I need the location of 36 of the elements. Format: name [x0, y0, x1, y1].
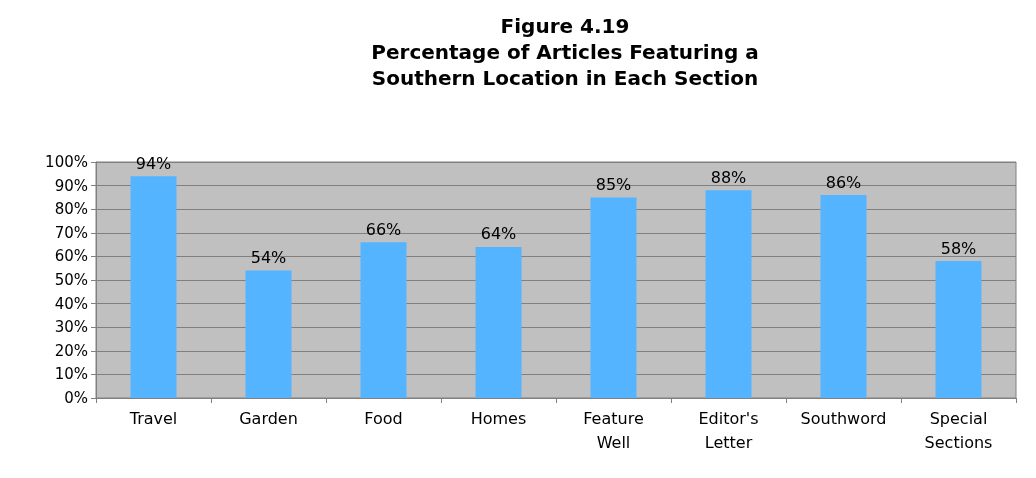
data-label: 58%: [940, 238, 977, 258]
y-tick-label: 10%: [54, 365, 88, 384]
bar: [590, 197, 637, 398]
bar: [935, 261, 982, 398]
y-tick-label: 50%: [54, 271, 88, 289]
data-label: 54%: [250, 248, 287, 268]
data-label: 85%: [595, 174, 632, 194]
bar: [130, 176, 177, 398]
y-tick-label: 80%: [54, 200, 88, 219]
x-tick-label: Food: [364, 408, 403, 428]
x-tick-label: Garden: [239, 408, 298, 428]
x-tick-label: Southword: [800, 408, 887, 428]
y-tick-label: 70%: [54, 223, 88, 242]
y-tick-label: 30%: [54, 318, 88, 337]
data-label: 94%: [135, 153, 172, 173]
x-tick-label: Travel: [128, 408, 178, 428]
x-tick-label: Homes: [470, 408, 527, 428]
y-tick-label: 100%: [45, 153, 88, 171]
chart-title: Figure 4.19 Percentage of Articles Featuring a Southern Location in Each Section: [371, 14, 759, 90]
bar: [245, 270, 292, 398]
x-tick-label: Feature Well: [583, 408, 644, 452]
bar: [705, 190, 752, 398]
x-tick-label: Editor's Letter: [698, 408, 759, 452]
data-label: 86%: [825, 172, 862, 192]
data-label: 88%: [710, 167, 747, 187]
data-label: 64%: [480, 224, 517, 244]
y-tick-label: 60%: [54, 247, 88, 266]
y-tick-label: 90%: [54, 176, 88, 195]
y-tick-label: 20%: [54, 341, 88, 360]
y-tick-label: 40%: [54, 294, 88, 313]
bar: [475, 246, 522, 398]
y-tick-label: 0%: [64, 389, 88, 407]
x-tick-label: Special Sections: [924, 408, 993, 452]
data-label: 66%: [365, 219, 402, 239]
bar: [820, 195, 867, 398]
bar: [360, 242, 407, 398]
